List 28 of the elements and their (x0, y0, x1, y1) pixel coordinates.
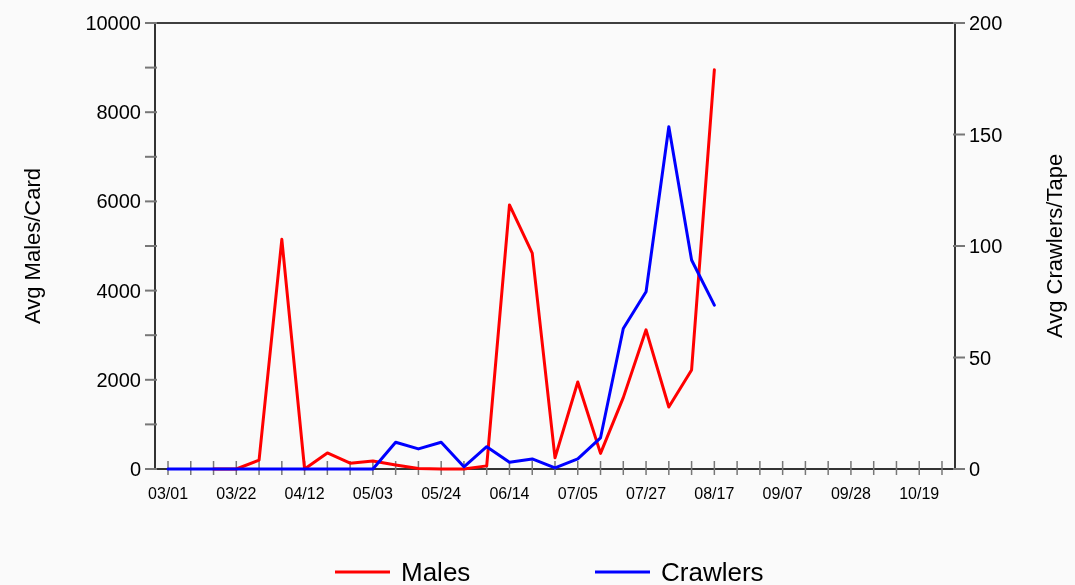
y2-tick-label: 150 (969, 123, 1003, 146)
y-tick-label: 0 (129, 458, 141, 480)
x-tick-label: 07/27 (626, 485, 667, 502)
x-tick-label: 03/22 (216, 485, 257, 502)
x-tick-label: 06/14 (489, 485, 530, 502)
y2-tick-label: 200 (969, 12, 1003, 34)
x-tick-label: 05/24 (421, 485, 462, 502)
legend-label: Males (401, 557, 471, 585)
y-axis-title: Avg Males/Card (20, 167, 45, 325)
x-tick-label: 05/03 (352, 485, 393, 502)
x-tick-label: 07/05 (557, 485, 598, 502)
x-tick-label: 03/01 (147, 485, 189, 502)
legend-label: Crawlers (661, 557, 764, 585)
x-tick-label: 09/28 (830, 485, 872, 502)
y-tick-label: 4000 (96, 279, 141, 302)
x-tick-label: 08/17 (694, 485, 735, 502)
y2-axis-title: Avg Crawlers/Tape (1042, 153, 1067, 339)
x-tick-label: 04/12 (284, 485, 325, 502)
y-tick-label: 8000 (96, 101, 141, 124)
y-tick-label: 2000 (96, 368, 141, 391)
y-tick-label: 6000 (96, 190, 141, 213)
line-series (166, 125, 716, 471)
y2-tick-label: 0 (969, 458, 981, 480)
y-tick-label: 10000 (85, 12, 141, 34)
x-tick-label: 10/19 (899, 485, 940, 502)
x-tick-label: 09/07 (762, 485, 803, 502)
y2-tick-label: 100 (969, 235, 1003, 257)
y2-tick-label: 50 (969, 346, 992, 369)
